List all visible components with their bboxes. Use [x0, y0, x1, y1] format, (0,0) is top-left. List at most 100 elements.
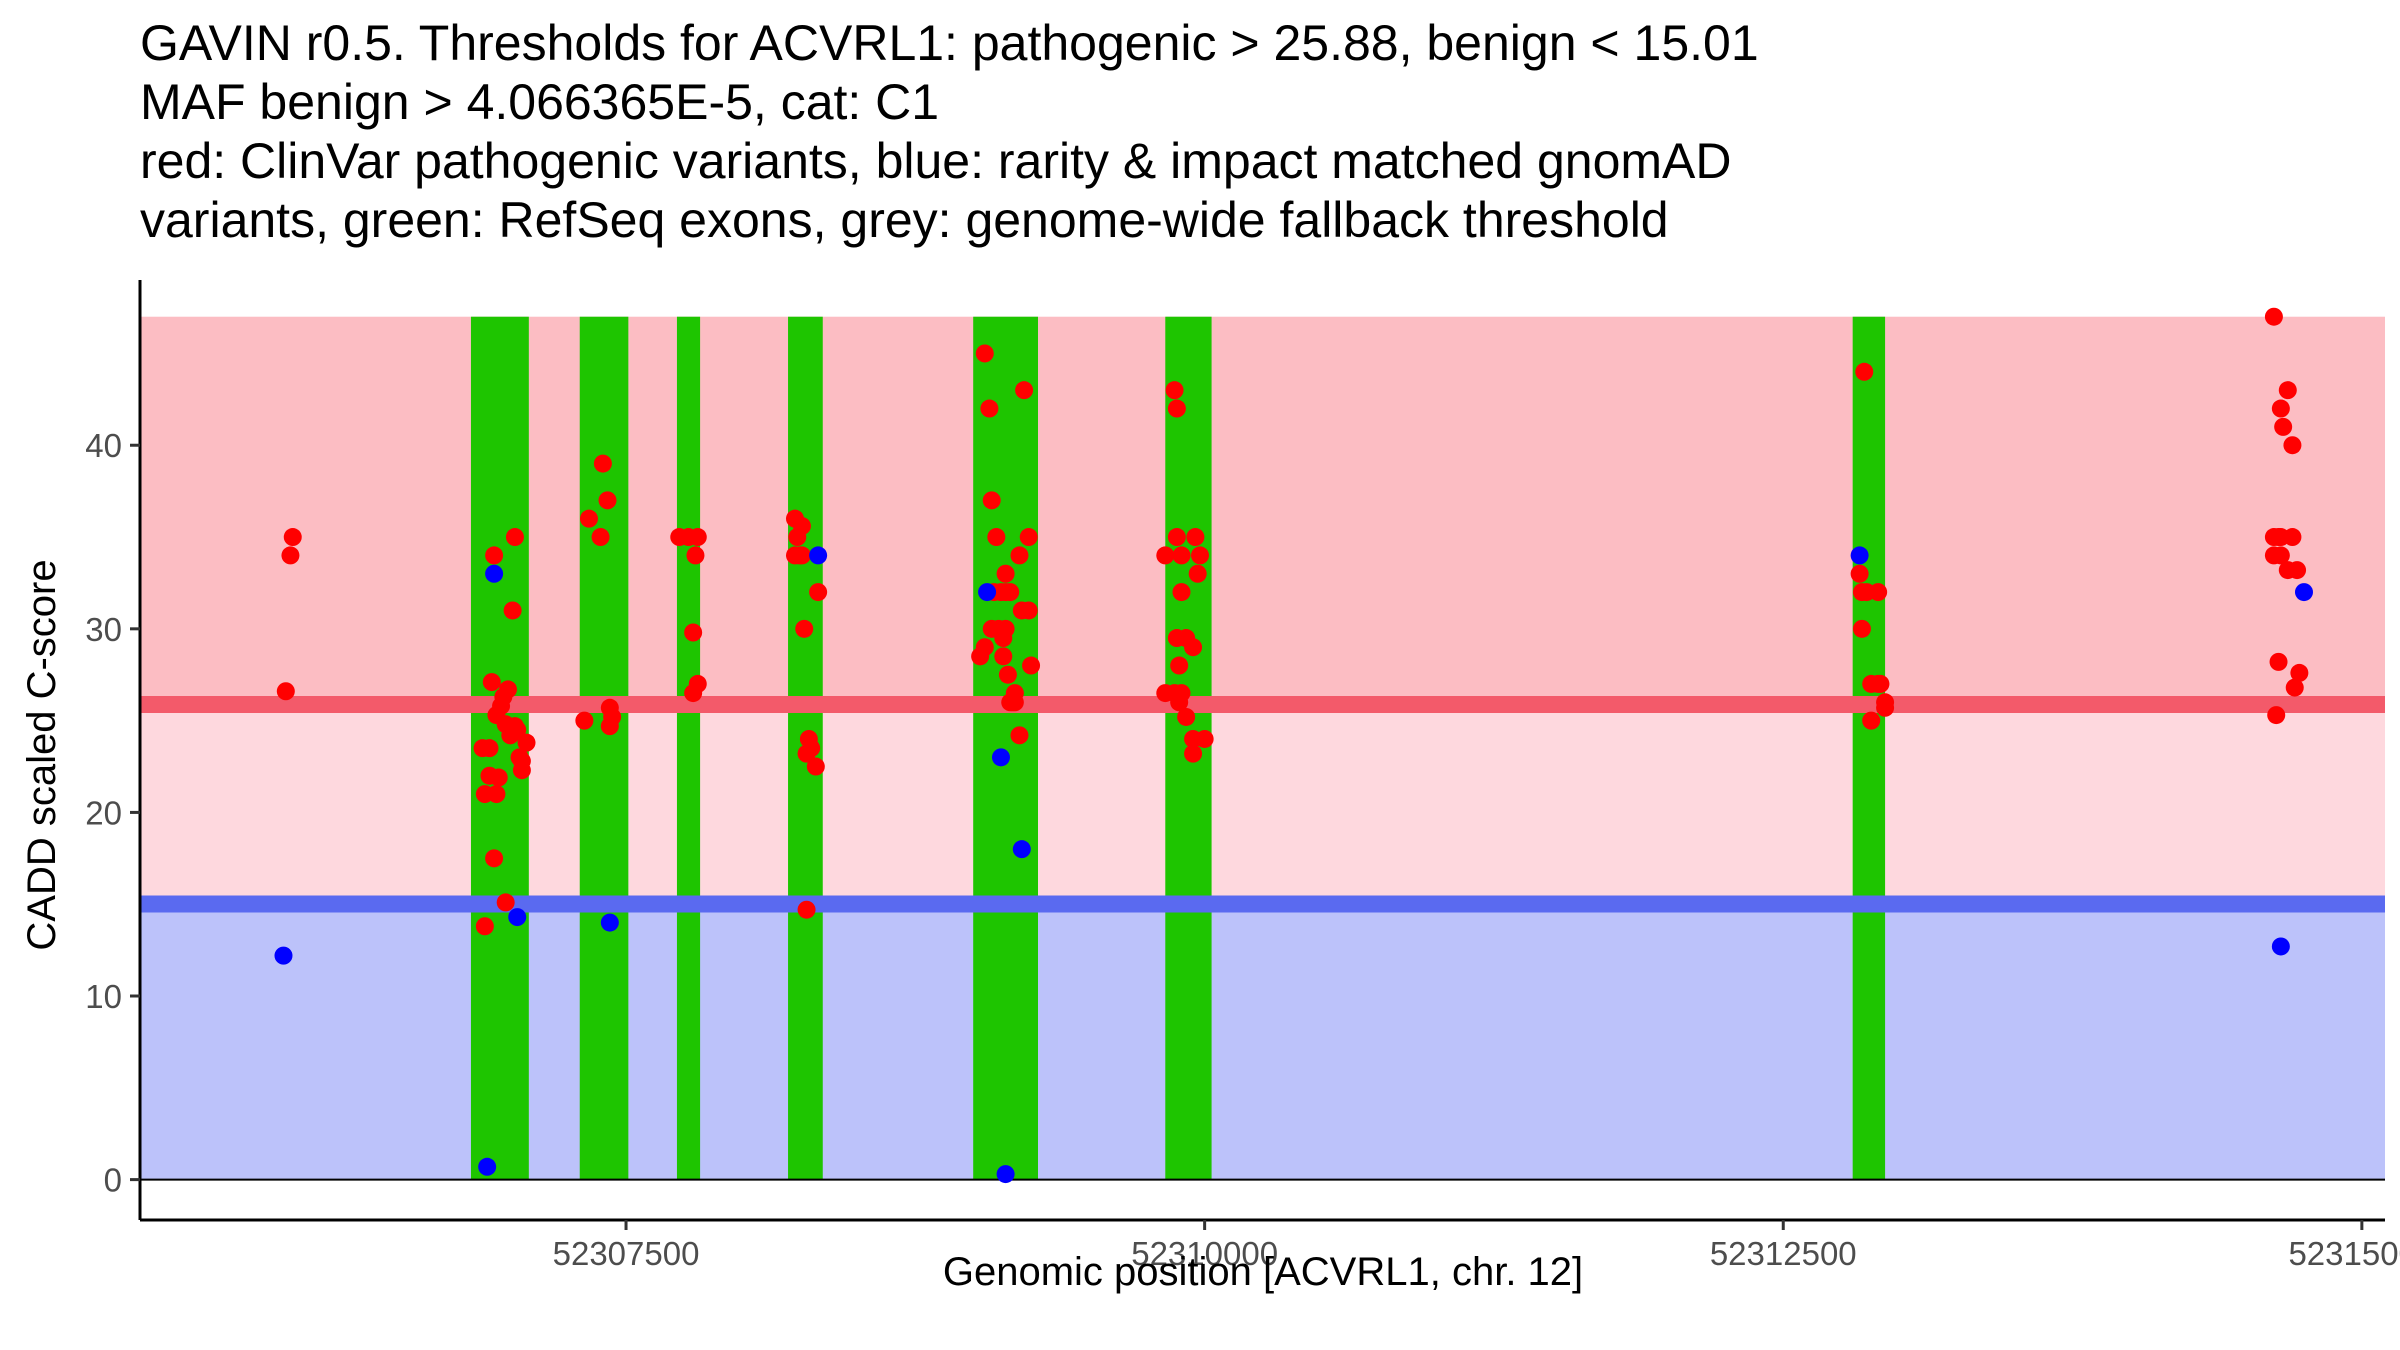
gnomad-point	[996, 1165, 1015, 1184]
clinvar-point	[1862, 711, 1881, 730]
clinvar-point	[482, 673, 501, 692]
clinvar-point	[2271, 546, 2290, 565]
clinvar-point	[2269, 652, 2288, 671]
clinvar-point	[2274, 417, 2293, 436]
clinvar-point	[1184, 638, 1203, 657]
clinvar-point	[686, 546, 705, 565]
clinvar-point	[785, 546, 804, 565]
clinvar-point	[2264, 307, 2283, 326]
clinvar-point	[485, 849, 504, 868]
y-tick-label: 20	[85, 794, 122, 831]
gnomad-point	[978, 583, 997, 602]
clinvar-point	[996, 583, 1015, 602]
clinvar-point	[2285, 678, 2304, 697]
exon-bars	[470, 316, 1886, 1180]
gnomad-point	[2294, 583, 2313, 602]
clinvar-point	[806, 757, 825, 776]
clinvar-point	[1177, 707, 1196, 726]
clinvar-point	[684, 684, 703, 703]
clinvar-point	[795, 619, 814, 638]
clinvar-point	[1010, 546, 1029, 565]
clinvar-point	[2271, 399, 2290, 418]
axes: 0 10 20 30 40 52307500 52310000 52312500 5231500…	[85, 280, 2400, 1272]
clinvar-point	[485, 546, 504, 565]
clinvar-point	[788, 528, 807, 547]
exon-bar	[1852, 316, 1886, 1180]
clinvar-point	[575, 711, 594, 730]
clinvar-point	[593, 454, 612, 473]
clinvar-point	[809, 583, 828, 602]
clinvar-point	[1850, 564, 1869, 583]
gnomad-point	[478, 1157, 497, 1176]
clinvar-point	[1184, 744, 1203, 763]
y-tick-label: 30	[85, 611, 122, 648]
clinvar-point	[980, 399, 999, 418]
clinvar-point	[679, 528, 698, 547]
gnomad-point	[1012, 840, 1031, 859]
clinvar-point	[473, 739, 492, 758]
clinvar-point	[2283, 436, 2302, 455]
clinvar-point	[492, 696, 511, 715]
x-tick-label: 52312500	[1710, 1235, 1857, 1272]
clinvar-point	[996, 564, 1015, 583]
clinvar-point	[1012, 601, 1031, 620]
data-points	[274, 307, 2313, 1184]
clinvar-point	[994, 647, 1013, 666]
clinvar-point	[1186, 528, 1205, 547]
clinvar-point	[1170, 656, 1189, 675]
chart-title: GAVIN r0.5. Thresholds for ACVRL1: patho…	[140, 14, 2360, 250]
clinvar-point	[2288, 561, 2307, 580]
clinvar-point	[684, 623, 703, 642]
clinvar-point	[1852, 619, 1871, 638]
clinvar-point	[994, 629, 1013, 648]
y-axis-label: CADD scaled C-score	[20, 559, 64, 950]
clinvar-point	[1188, 564, 1207, 583]
clinvar-point	[505, 528, 524, 547]
gnomad-point	[809, 546, 828, 565]
clinvar-point	[971, 647, 990, 666]
clinvar-point	[982, 491, 1001, 510]
clinvar-point	[2264, 528, 2283, 547]
clinvar-point	[1876, 698, 1895, 717]
clinvar-point	[517, 733, 536, 752]
clinvar-point	[1010, 726, 1029, 745]
title-line-2: MAF benign > 4.066365E-5, cat: C1	[140, 74, 940, 130]
title-line-3: red: ClinVar pathogenic variants, blue: …	[140, 133, 1732, 189]
clinvar-point	[1019, 528, 1038, 547]
x-tick-label: 52315000	[2288, 1235, 2400, 1272]
clinvar-point	[797, 900, 816, 919]
title-line-1: GAVIN r0.5. Thresholds for ACVRL1: patho…	[140, 15, 1759, 71]
clinvar-point	[496, 893, 515, 912]
clinvar-point	[1167, 528, 1186, 547]
clinvar-point	[496, 715, 515, 734]
x-axis-label: Genomic position [ACVRL1, chr. 12]	[943, 1250, 1583, 1294]
clinvar-point	[1167, 399, 1186, 418]
clinvar-point	[281, 546, 300, 565]
clinvar-point	[503, 601, 522, 620]
clinvar-point	[2283, 528, 2302, 547]
clinvar-point	[1172, 684, 1191, 703]
clinvar-point	[1191, 546, 1210, 565]
exon-bar	[973, 316, 1038, 1180]
gnomad-point	[485, 564, 504, 583]
clinvar-point	[276, 682, 295, 701]
y-tick-label: 10	[85, 978, 122, 1015]
gnomad-point	[274, 946, 293, 965]
x-tick-label: 52310000	[1131, 1235, 1278, 1272]
clinvar-point	[1015, 381, 1034, 400]
clinvar-point	[1172, 546, 1191, 565]
gnomad-point	[991, 748, 1010, 767]
gnomad-point	[600, 913, 619, 932]
clinvar-point	[1022, 656, 1041, 675]
exon-bar	[676, 316, 701, 1180]
clinvar-point	[1855, 362, 1874, 381]
clinvar-point	[489, 768, 508, 787]
clinvar-point	[498, 680, 517, 699]
gnomad-point	[508, 908, 527, 927]
clinvar-point	[975, 344, 994, 363]
clinvar-point	[600, 717, 619, 736]
clinvar-point	[998, 665, 1017, 684]
clinvar-point	[1005, 693, 1024, 712]
clinvar-point	[799, 729, 818, 748]
